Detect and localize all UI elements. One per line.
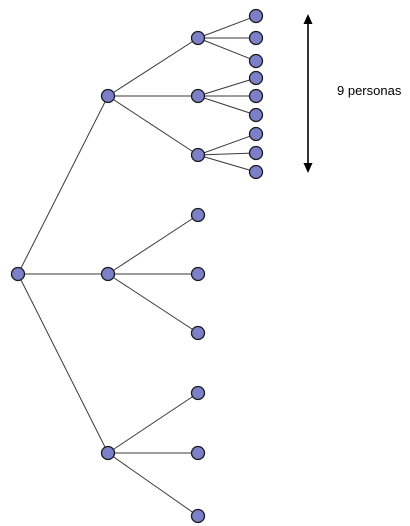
tree-node-leaf <box>248 145 264 161</box>
edge-level1-to-level2 <box>107 214 199 275</box>
tree-node-leaf <box>248 8 264 24</box>
edges-group <box>17 15 257 517</box>
tree-node-leaf <box>248 107 264 123</box>
tree-node-level2 <box>190 30 206 46</box>
tree-node-leaf <box>248 126 264 142</box>
tree-node-level2 <box>190 88 206 104</box>
tree-node-leaf <box>190 385 206 401</box>
edge-level1-to-level2 <box>107 452 199 517</box>
tree-node-leaf <box>190 207 206 223</box>
tree-node-leaf <box>190 325 206 341</box>
edge-level2-to-level3 <box>197 95 257 116</box>
tree-node-level2 <box>190 147 206 163</box>
span-arrow-head-top <box>303 14 313 24</box>
span-annotation: 9 personas <box>337 83 402 98</box>
tree-node-leaf <box>190 508 206 524</box>
edge-level2-to-level3 <box>197 154 257 173</box>
edge-level1-to-level2 <box>107 37 199 97</box>
span-arrow-head-bottom <box>303 163 313 173</box>
edge-level1-to-level2 <box>107 392 199 454</box>
tree-node-level1 <box>100 445 116 461</box>
edge-level1-to-level2 <box>107 273 199 334</box>
tree-node-leaf <box>190 445 206 461</box>
edge-root-to-level1 <box>17 95 109 275</box>
tree-node-root <box>10 266 26 282</box>
edge-level2-to-level3 <box>197 133 257 156</box>
edge-level2-to-level3 <box>197 37 257 62</box>
edge-level2-to-level3 <box>197 152 257 156</box>
span-indicator <box>303 14 313 173</box>
tree-node-leaf <box>248 164 264 180</box>
tree-node-leaf <box>248 53 264 69</box>
tree-node-leaf <box>248 88 264 104</box>
edge-level2-to-level3 <box>197 77 257 97</box>
tree-node-leaf <box>248 30 264 46</box>
edge-level1-to-level2 <box>107 95 199 156</box>
edge-level2-to-level3 <box>197 15 257 39</box>
nodes-group <box>10 8 264 524</box>
tree-node-level1 <box>100 266 116 282</box>
tree-node-leaf <box>248 70 264 86</box>
edge-root-to-level1 <box>17 273 109 454</box>
tree-node-level1 <box>100 88 116 104</box>
tree-node-leaf <box>190 266 206 282</box>
